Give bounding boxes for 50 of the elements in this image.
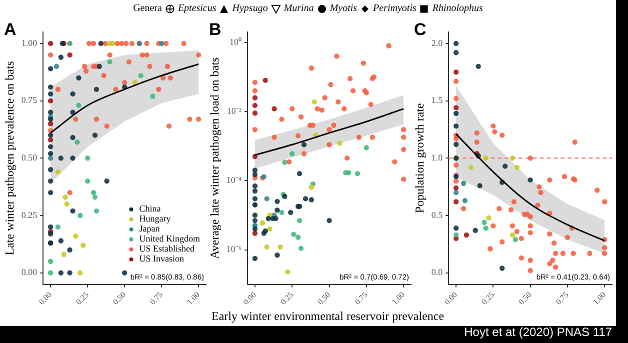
x-tick-label: 1.00 <box>591 290 608 306</box>
text: Genera <box>133 3 162 14</box>
y-tick-label: 0.50 <box>21 152 38 163</box>
y-tick-label: 10⁻⁶ <box>226 244 242 254</box>
x-tick-label: 0.00 <box>442 290 459 306</box>
y-tick-label: 1.0 <box>431 152 444 163</box>
text: Murina <box>284 3 314 14</box>
text: Hypsugo <box>232 3 268 14</box>
text: Eptesicus <box>178 3 216 14</box>
y-tick-label: 0.0 <box>431 267 444 278</box>
x-tick-label: 0.00 <box>242 290 258 306</box>
x-tick-label: 0.25 <box>278 290 296 306</box>
y-tick-label: 10⁰ <box>230 36 242 47</box>
y-tick-label: 0.5 <box>431 210 444 220</box>
x-tick-label: 0.00 <box>37 290 54 306</box>
y-tick-label: 10⁻² <box>226 106 242 116</box>
chart-title: C <box>414 20 426 40</box>
x-tick-label: 0.50 <box>516 290 534 306</box>
y-tick-label: 10⁻⁴ <box>226 174 242 185</box>
legend-label: US Invasion <box>139 254 185 264</box>
x-tick-label: 0.75 <box>148 290 164 306</box>
y-tick-label: 2.0 <box>431 38 444 48</box>
x-axis-title: Early winter environmental reservoir prevalence <box>212 309 444 324</box>
chart-title: B <box>209 20 222 40</box>
legend-label: China <box>139 204 161 214</box>
y-tick-label: 0.25 <box>21 210 38 220</box>
y-tick-label: 0.00 <box>21 267 38 278</box>
x-tick-label: 1.00 <box>390 290 406 306</box>
y-tick-label: 1.5 <box>431 95 444 106</box>
text: Hoyt et at (2020) PNAS 117 <box>464 325 612 339</box>
legend-label: Japan <box>139 224 160 234</box>
x-tick-label: 0.75 <box>353 290 370 306</box>
y-tick-label: 1.00 <box>21 38 38 48</box>
y-tick-label: 0.75 <box>21 95 38 106</box>
chart-title: A <box>4 20 16 40</box>
x-tick-label: 0.25 <box>480 290 496 306</box>
x-tick-label: 0.25 <box>74 290 90 306</box>
x-tick-label: 1.00 <box>185 290 202 306</box>
y-axis-title: Late winter pathogen prevalence on bats <box>2 60 16 256</box>
legend-label: US Established <box>139 244 195 254</box>
legend-label: United Kingdom <box>139 234 200 244</box>
y-axis-title: Population growth rate <box>412 103 426 214</box>
text: Myotis <box>330 3 358 14</box>
text: Rhinolophus <box>432 3 483 14</box>
x-tick-label: 0.50 <box>316 290 332 306</box>
text: Perimyotis <box>373 3 416 14</box>
x-tick-label: 0.50 <box>111 290 128 306</box>
y-axis-title: Average late winter pathogen load on bats <box>207 56 222 260</box>
x-tick-label: 0.75 <box>554 290 570 306</box>
legend-label: Hungary <box>139 214 172 224</box>
